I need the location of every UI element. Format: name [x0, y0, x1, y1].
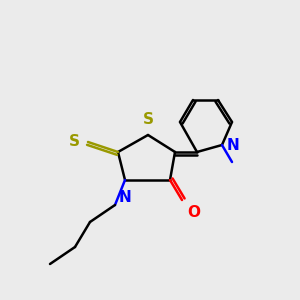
Text: S: S: [142, 112, 154, 127]
Text: S: S: [69, 134, 80, 149]
Text: N: N: [227, 137, 240, 152]
Text: N: N: [118, 190, 131, 205]
Text: O: O: [187, 205, 200, 220]
